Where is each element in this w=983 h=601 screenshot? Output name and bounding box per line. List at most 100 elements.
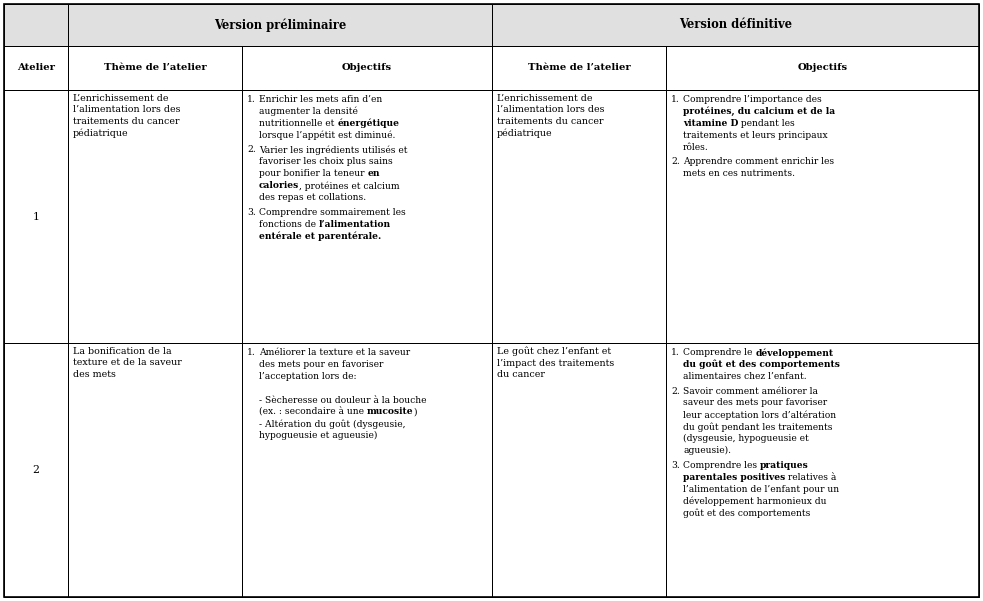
Bar bbox=[68, 90, 242, 343]
Text: Apprendre comment enrichir les: Apprendre comment enrichir les bbox=[683, 157, 835, 166]
Bar bbox=[242, 343, 492, 597]
Text: Comprendre le: Comprendre le bbox=[683, 348, 755, 357]
Text: (ex. : secondaire à une: (ex. : secondaire à une bbox=[259, 407, 367, 416]
Text: - Altération du goût (dysgeusie,: - Altération du goût (dysgeusie, bbox=[259, 419, 406, 429]
Text: Objectifs: Objectifs bbox=[797, 64, 847, 73]
Text: 2.: 2. bbox=[671, 386, 680, 395]
Text: 3.: 3. bbox=[247, 208, 256, 217]
Text: l’alimentation de l’enfant pour un: l’alimentation de l’enfant pour un bbox=[683, 484, 839, 493]
Bar bbox=[68, 46, 242, 90]
Text: L’enrichissement de
l’alimentation lors des
traitements du cancer
pédiatrique: L’enrichissement de l’alimentation lors … bbox=[497, 94, 605, 138]
Text: mucosite: mucosite bbox=[367, 407, 414, 416]
Bar bbox=[666, 90, 979, 343]
Text: pendant les: pendant les bbox=[738, 119, 795, 128]
Text: La bonification de la
texture et de la saveur
des mets: La bonification de la texture et de la s… bbox=[73, 347, 182, 379]
Bar bbox=[666, 46, 979, 90]
Bar bbox=[666, 343, 979, 597]
Text: des repas et collations.: des repas et collations. bbox=[259, 193, 366, 202]
Text: Comprendre les: Comprendre les bbox=[683, 461, 760, 470]
Bar bbox=[242, 90, 492, 343]
Bar bbox=[492, 343, 666, 597]
Text: 1.: 1. bbox=[247, 95, 256, 104]
Bar bbox=[4, 46, 68, 90]
Text: protéines, du calcium et de la: protéines, du calcium et de la bbox=[683, 107, 836, 117]
Bar bbox=[492, 4, 979, 46]
Bar bbox=[4, 4, 68, 46]
Bar bbox=[4, 343, 68, 597]
Text: 1: 1 bbox=[32, 212, 39, 222]
Text: hypogueusie et agueusie): hypogueusie et agueusie) bbox=[259, 431, 377, 441]
Text: 2.: 2. bbox=[671, 157, 680, 166]
Text: relatives à: relatives à bbox=[785, 473, 837, 482]
Text: Thème de l’atelier: Thème de l’atelier bbox=[103, 64, 206, 73]
Text: agueusie).: agueusie). bbox=[683, 446, 731, 455]
Text: lorsque l’appétit est diminué.: lorsque l’appétit est diminué. bbox=[259, 130, 395, 140]
Text: Comprendre sommairement les: Comprendre sommairement les bbox=[259, 208, 406, 217]
Text: 2.: 2. bbox=[247, 145, 256, 154]
Text: Varier les ingrédients utilisés et: Varier les ingrédients utilisés et bbox=[259, 145, 408, 155]
Text: Enrichir les mets afin d’en: Enrichir les mets afin d’en bbox=[259, 95, 382, 104]
Bar bbox=[242, 343, 492, 597]
Bar bbox=[666, 90, 979, 343]
Text: l’alimentation: l’alimentation bbox=[318, 220, 391, 229]
Bar bbox=[68, 343, 242, 597]
Text: en: en bbox=[368, 169, 379, 178]
Bar bbox=[68, 90, 242, 343]
Text: Le goût chez l’enfant et
l’impact des traitements
du cancer: Le goût chez l’enfant et l’impact des tr… bbox=[497, 347, 614, 379]
Bar bbox=[242, 90, 492, 343]
Bar bbox=[4, 343, 68, 597]
Text: Version définitive: Version définitive bbox=[679, 19, 792, 31]
Bar bbox=[492, 90, 666, 343]
Bar bbox=[666, 46, 979, 90]
Text: rôles.: rôles. bbox=[683, 142, 709, 151]
Text: du goût et des comportements: du goût et des comportements bbox=[683, 360, 839, 370]
Text: nutritionnelle et: nutritionnelle et bbox=[259, 119, 337, 128]
Text: développement: développement bbox=[755, 348, 834, 358]
Text: pour bonifier la teneur: pour bonifier la teneur bbox=[259, 169, 368, 178]
Text: 3.: 3. bbox=[671, 461, 680, 470]
Text: (dysgeusie, hypogueusie et: (dysgeusie, hypogueusie et bbox=[683, 434, 809, 444]
Text: 1.: 1. bbox=[671, 95, 680, 104]
Text: - Sècheresse ou douleur à la bouche: - Sècheresse ou douleur à la bouche bbox=[259, 395, 427, 404]
Text: Comprendre l’importance des: Comprendre l’importance des bbox=[683, 95, 822, 104]
Text: Améliorer la texture et la saveur: Améliorer la texture et la saveur bbox=[259, 348, 410, 357]
Bar bbox=[492, 343, 666, 597]
Bar bbox=[492, 90, 666, 343]
Text: parentales positives: parentales positives bbox=[683, 473, 785, 482]
Text: , protéines et calcium: , protéines et calcium bbox=[299, 181, 400, 191]
Text: du goût pendant les traitements: du goût pendant les traitements bbox=[683, 423, 833, 432]
Bar bbox=[492, 46, 666, 90]
Text: Thème de l’atelier: Thème de l’atelier bbox=[528, 64, 630, 73]
Text: fonctions de: fonctions de bbox=[259, 220, 318, 229]
Bar bbox=[68, 4, 492, 46]
Bar bbox=[4, 4, 68, 46]
Bar bbox=[68, 4, 492, 46]
Text: développement harmonieux du: développement harmonieux du bbox=[683, 496, 827, 506]
Text: ): ) bbox=[414, 407, 417, 416]
Text: Savoir comment améliorer la: Savoir comment améliorer la bbox=[683, 386, 818, 395]
Text: saveur des mets pour favoriser: saveur des mets pour favoriser bbox=[683, 398, 827, 407]
Text: mets en ces nutriments.: mets en ces nutriments. bbox=[683, 169, 795, 178]
Bar bbox=[242, 46, 492, 90]
Text: leur acceptation lors d’altération: leur acceptation lors d’altération bbox=[683, 410, 837, 420]
Bar bbox=[4, 90, 68, 343]
Text: 1.: 1. bbox=[247, 348, 256, 357]
Text: augmenter la densité: augmenter la densité bbox=[259, 107, 358, 117]
Text: goût et des comportements: goût et des comportements bbox=[683, 508, 810, 518]
Text: calories: calories bbox=[259, 181, 299, 190]
Text: Objectifs: Objectifs bbox=[342, 64, 392, 73]
Text: alimentaires chez l’enfant.: alimentaires chez l’enfant. bbox=[683, 372, 807, 381]
Bar bbox=[68, 343, 242, 597]
Bar bbox=[666, 343, 979, 597]
Bar bbox=[492, 4, 979, 46]
Bar bbox=[4, 90, 68, 343]
Bar bbox=[4, 46, 68, 90]
Bar bbox=[492, 46, 666, 90]
Text: favoriser les choix plus sains: favoriser les choix plus sains bbox=[259, 157, 393, 166]
Text: Version préliminaire: Version préliminaire bbox=[214, 18, 346, 32]
Text: traitements et leurs principaux: traitements et leurs principaux bbox=[683, 130, 828, 139]
Bar bbox=[242, 46, 492, 90]
Bar bbox=[68, 46, 242, 90]
Text: Atelier: Atelier bbox=[17, 64, 55, 73]
Text: pratiques: pratiques bbox=[760, 461, 809, 470]
